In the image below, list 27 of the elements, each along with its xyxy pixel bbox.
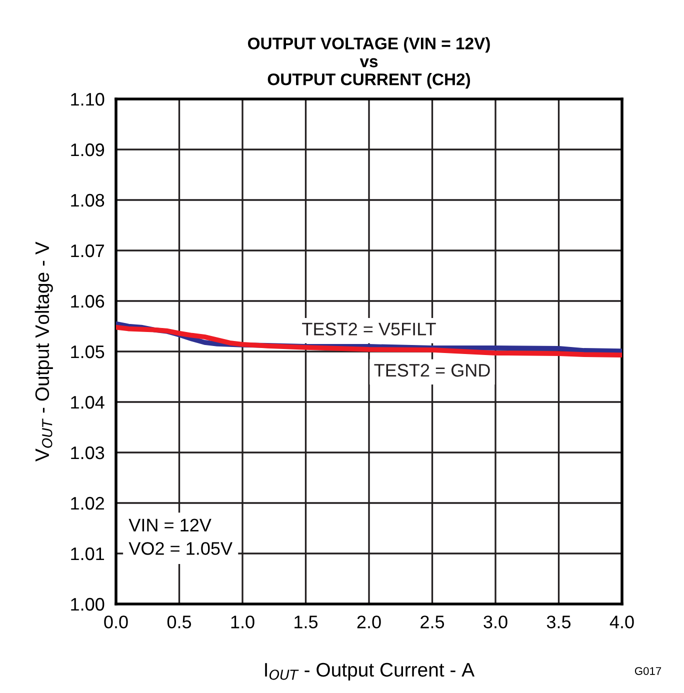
y-tick-label: 1.03: [71, 446, 104, 460]
x-axis-title: I$_{OUT}$ - Output Current - A: [265, 662, 475, 681]
x-tick-label: 2.0: [357, 616, 381, 628]
text: G017: [634, 667, 662, 675]
x-tick-label: 3.0: [484, 616, 508, 628]
y-axis-title: V$_{OUT}$ - Output Voltage - V: [34, 242, 53, 462]
x-tick-label: 2.5: [420, 616, 444, 628]
x-tick-label: 4.0: [610, 616, 634, 628]
y-tick-label: 1.01: [71, 547, 104, 560]
annotation: VIN = 12V VO2 = 1.05V: [128, 518, 232, 555]
y-tick-label: 1.05: [71, 345, 104, 358]
x-tick-label: 0.0: [104, 616, 128, 628]
y-tick-label: 1.02: [71, 496, 104, 510]
y-tick-label: 1.04: [71, 396, 104, 409]
x-tick-label: 0.5: [167, 616, 192, 628]
x-tick-label: 1.0: [231, 616, 254, 628]
x-tick-label: 1.5: [294, 616, 318, 628]
y-tick-label: 1.07: [71, 244, 104, 258]
x-tick-label: 3.5: [546, 616, 571, 628]
y-tick-label: 1.10: [71, 92, 104, 106]
y-tick-label: 1.09: [71, 143, 104, 156]
y-tick-label: 1.00: [71, 598, 104, 611]
series-label: TEST2 = GND: [374, 364, 490, 377]
chart-title: OUTPUT VOLTAGE (VIN = 12V) vs OUTPUT CURRENT (CH2): [248, 37, 490, 89]
y-tick-label: 1.06: [71, 294, 104, 308]
y-tick-label: 1.08: [71, 194, 104, 207]
series-label: TEST2 = V5FILT: [302, 322, 436, 336]
